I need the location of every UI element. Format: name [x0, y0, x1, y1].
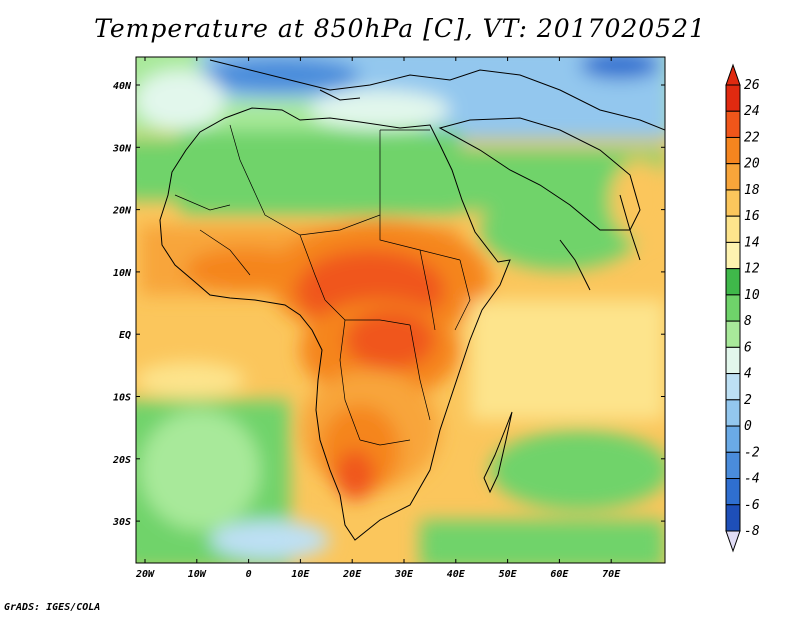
lon-label: 60E	[550, 569, 569, 580]
colorbar-label: 4	[744, 367, 752, 382]
lat-label: EQ	[119, 330, 131, 341]
colorbar-swatch	[725, 241, 741, 270]
lat-label: 10S	[113, 393, 131, 404]
lat-label: 40N	[113, 81, 132, 92]
colorbar-label: -6	[744, 498, 760, 513]
map-frame	[135, 56, 666, 564]
lon-label: 40E	[447, 569, 466, 580]
colorbar-swatch	[725, 346, 741, 375]
colorbar-swatch	[725, 136, 741, 165]
map-title: Temperature at 850hPa [C], VT: 201702052…	[94, 14, 706, 43]
lon-label: 20E	[342, 569, 362, 580]
colorbar-swatch	[725, 425, 741, 453]
colorbar-label: 26	[744, 78, 760, 93]
colorbar-swatch	[725, 163, 741, 191]
colorbar-swatch	[725, 504, 741, 532]
colorbar-label: 10	[744, 288, 760, 303]
lon-label: 30E	[394, 569, 414, 580]
lat-label: 30N	[112, 143, 132, 154]
colorbar-label: 14	[744, 235, 760, 250]
colorbar-swatch	[725, 294, 741, 322]
lat-label: 20S	[112, 455, 131, 466]
colorbar-label: -4	[744, 472, 760, 487]
colorbar-label: -8	[744, 524, 760, 539]
colorbar-swatch	[725, 320, 741, 348]
colorbar-swatch	[725, 110, 741, 138]
colorbar-swatch	[725, 189, 741, 217]
latitude-axis: 40N 30N 20N 10N EQ 10S 20S 30S	[112, 81, 665, 528]
longitude-axis: 20W 10W 0 10E 20E 30E 40E 50E 60E 70E	[135, 57, 621, 580]
colorbar-label: 24	[744, 104, 760, 119]
colorbar-label: -2	[744, 445, 760, 460]
lon-label: 0	[246, 569, 252, 580]
lon-label: 10E	[291, 569, 310, 580]
lon-label: 20W	[135, 569, 155, 580]
colorbar-label: 22	[744, 130, 760, 145]
colorbar-label: 2	[744, 393, 752, 408]
lon-label: 50E	[499, 569, 518, 580]
colorbar-max-arrow	[725, 63, 741, 86]
coastlines	[159, 59, 665, 541]
colorbar-swatch	[725, 84, 741, 112]
colorbar-label: 6	[744, 340, 752, 355]
colorbar-swatch	[725, 373, 741, 401]
temperature-field	[136, 57, 665, 563]
colorbar-label: 16	[744, 209, 760, 224]
lat-label: 10N	[113, 268, 132, 279]
colorbar-swatch	[725, 478, 741, 506]
country-borders	[174, 124, 471, 446]
colorbar-swatch	[725, 268, 741, 296]
software-credit: GrADS: IGES/COLA	[4, 602, 101, 613]
colorbar-swatch	[725, 399, 741, 427]
colorbar-label: 8	[744, 314, 752, 329]
colorbar-label: 0	[744, 419, 752, 434]
lat-label: 20N	[112, 206, 132, 217]
colorbar-min-arrow	[725, 530, 741, 553]
colorbar-label: 12	[744, 262, 760, 277]
colorbar-label: 20	[744, 157, 760, 172]
colorbar-swatch	[725, 215, 741, 243]
colorbar-label: 18	[744, 183, 760, 198]
lat-label: 30S	[112, 517, 131, 528]
colorbar-swatch	[725, 451, 741, 480]
lon-label: 10W	[188, 569, 207, 580]
lon-label: 70E	[602, 569, 621, 580]
